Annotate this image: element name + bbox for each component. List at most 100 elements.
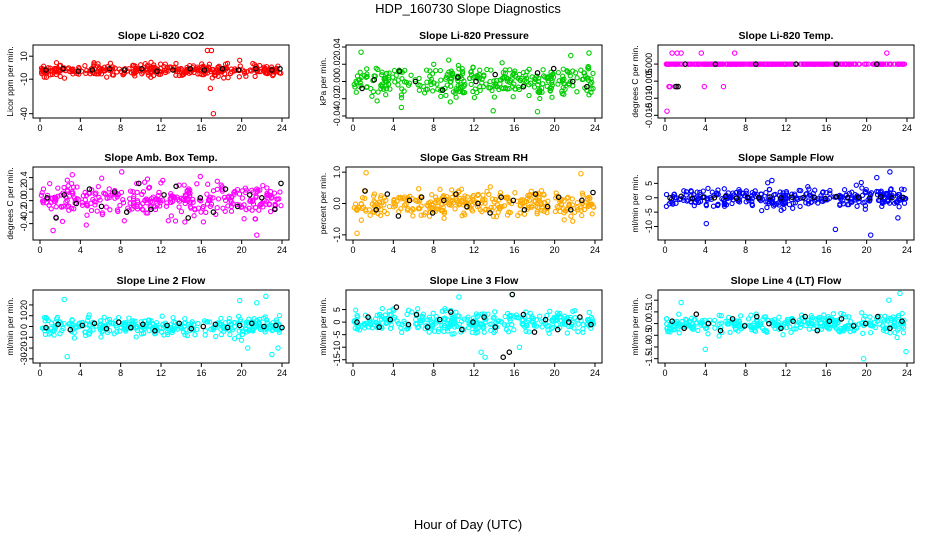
x-tick-label: 4 [703,368,708,378]
data-point [770,61,776,67]
data-point [236,74,242,80]
x-tick-label: 0 [662,245,667,255]
data-point [692,316,698,323]
data-point [86,312,92,318]
reference-point [667,195,673,201]
reference-point [534,70,541,76]
data-point [716,312,722,318]
data-point [239,188,245,194]
y-tick-label: -40 [19,107,29,120]
data-point [566,82,572,88]
data-point [231,335,238,342]
data-point [83,222,89,228]
data-point [806,192,813,198]
data-point [699,320,705,326]
reference-point [152,327,158,334]
data-point [462,212,468,218]
outlier-point [832,226,839,233]
data-point [416,75,422,82]
reference-point [681,325,688,332]
y-axis-label: ml/min per min. [318,297,328,355]
data-point [544,75,550,82]
data-point [780,190,786,196]
data-point [676,330,682,336]
data-point [146,327,152,334]
reference-point [790,318,796,325]
reference-point [811,194,818,201]
data-point [459,66,465,72]
data-point [194,326,200,333]
y-tick-label: 0.000 [644,53,654,76]
data-point [701,61,707,67]
data-point [901,196,907,202]
reference-point [396,68,403,75]
data-point [256,207,262,213]
data-point [58,192,64,198]
data-point [473,318,479,325]
data-point [891,323,897,329]
data-point [215,196,222,202]
data-point [552,208,558,215]
reference-point [510,197,517,204]
data-point [104,74,110,80]
outlier-point [61,296,67,303]
data-point [422,210,429,216]
y-axis-label: ml/min per min. [630,297,640,355]
data-point [239,195,246,201]
y-tick-label: -0.2 [19,204,29,220]
y-tick-label: -1.0 [644,339,654,355]
reference-point [154,68,160,75]
data-point [670,323,676,330]
x-tick-label: 12 [781,368,791,378]
data-point [561,217,567,223]
data-point [404,311,410,318]
data-point [718,313,724,319]
data-point [560,73,566,79]
data-point [444,317,451,323]
data-point [443,74,449,80]
data-point [145,72,152,78]
reference-point [164,322,170,329]
x-tick-label: 8 [743,368,748,378]
data-point [853,195,859,201]
data-point [172,218,179,224]
reference-point [778,325,784,332]
data-point [683,189,690,195]
data-point [763,199,769,205]
outlier-point [490,108,496,114]
data-point [151,62,157,68]
outlier-point [701,83,708,90]
reference-point [413,311,420,318]
reference-point [395,213,402,219]
data-point [53,60,60,66]
data-point [827,190,833,196]
reference-point [464,203,470,210]
data-point [59,327,65,334]
data-point [482,197,488,203]
panel-title: Slope Gas Stream RH [420,152,528,164]
data-point [808,199,814,206]
x-tick-label: 16 [509,245,519,255]
reference-point [43,324,49,331]
reference-point [492,71,499,78]
data-point [545,198,551,204]
data-point [354,207,360,213]
reference-point [700,194,707,201]
reference-point [459,326,465,333]
data-point [258,68,264,75]
reference-point [588,321,594,328]
outlier-point [874,174,880,181]
data-point [134,203,140,210]
data-point [79,200,85,206]
data-point [464,316,470,322]
data-point [437,186,443,193]
data-point [682,316,689,322]
data-point [47,65,53,71]
panel-9: Slope Line 4 (LT) Flow 0 4 8 12 16 20 24 -1.5-1.… [630,275,915,378]
data-point [83,192,90,198]
reference-point [412,78,419,85]
data-point [111,331,117,337]
data-point [664,315,670,322]
data-point [107,60,114,66]
reference-point [103,325,110,332]
